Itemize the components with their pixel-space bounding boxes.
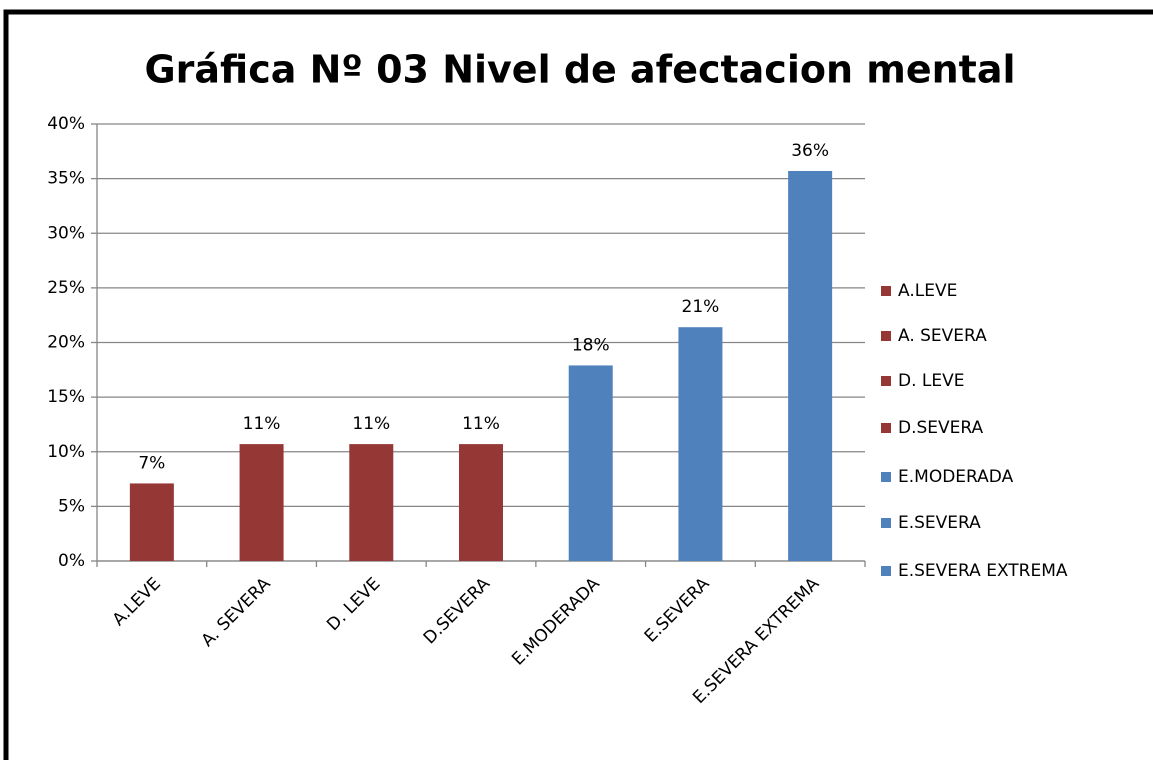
y-tick-label: 25% [47, 278, 85, 298]
y-tick-label: 10% [47, 442, 85, 462]
data-label: 36% [791, 141, 829, 161]
frame [3, 9, 1153, 760]
x-tick-label: A. SEVERA [198, 574, 275, 651]
y-tick-label: 5% [58, 496, 85, 516]
x-tick-label: A.LEVE [109, 574, 165, 630]
bar [129, 483, 174, 561]
chart-title: Gráfica Nº 03 Nivel de afectacion mental [144, 48, 1015, 92]
bar [678, 327, 723, 561]
bar [349, 444, 394, 561]
data-label: 7% [138, 453, 165, 473]
legend-label: D.SEVERA [898, 418, 984, 438]
legend-label: A.LEVE [898, 281, 957, 301]
legend-label: D. LEVE [898, 371, 964, 391]
bar [788, 170, 833, 562]
y-tick-label: 15% [47, 387, 85, 407]
legend-swatch [881, 376, 891, 386]
legend-label: E.SEVERA EXTREMA [898, 561, 1068, 581]
y-tick-label: 20% [47, 333, 85, 353]
data-label: 21% [682, 297, 720, 317]
x-tick-label: D.SEVERA [420, 574, 495, 649]
y-tick-label: 40% [47, 114, 85, 134]
legend-label: E.SEVERA [898, 513, 981, 533]
data-label: 11% [462, 414, 500, 434]
legend-swatch [881, 518, 891, 528]
x-tick-label: E.SEVERA [641, 574, 714, 647]
legend-swatch [881, 423, 891, 433]
legend-swatch [881, 566, 891, 576]
bar [239, 444, 284, 561]
legend-swatch [881, 331, 891, 341]
x-tick-label: D. LEVE [323, 574, 384, 635]
data-label: 11% [352, 414, 390, 434]
y-tick-label: 35% [47, 169, 85, 189]
bar [459, 444, 503, 561]
bar [568, 365, 613, 561]
data-label: 11% [243, 414, 281, 434]
x-tick-label: E.SEVERA EXTREMA [689, 574, 823, 708]
legend-swatch [881, 472, 891, 482]
y-tick-label: 0% [58, 551, 85, 571]
y-tick-label: 30% [47, 223, 85, 243]
legend-label: E.MODERADA [898, 467, 1014, 487]
legend-swatch [881, 286, 891, 296]
data-label: 18% [572, 335, 610, 355]
legend-label: A. SEVERA [898, 326, 987, 346]
x-tick-label: E.MODERADA [508, 574, 604, 670]
